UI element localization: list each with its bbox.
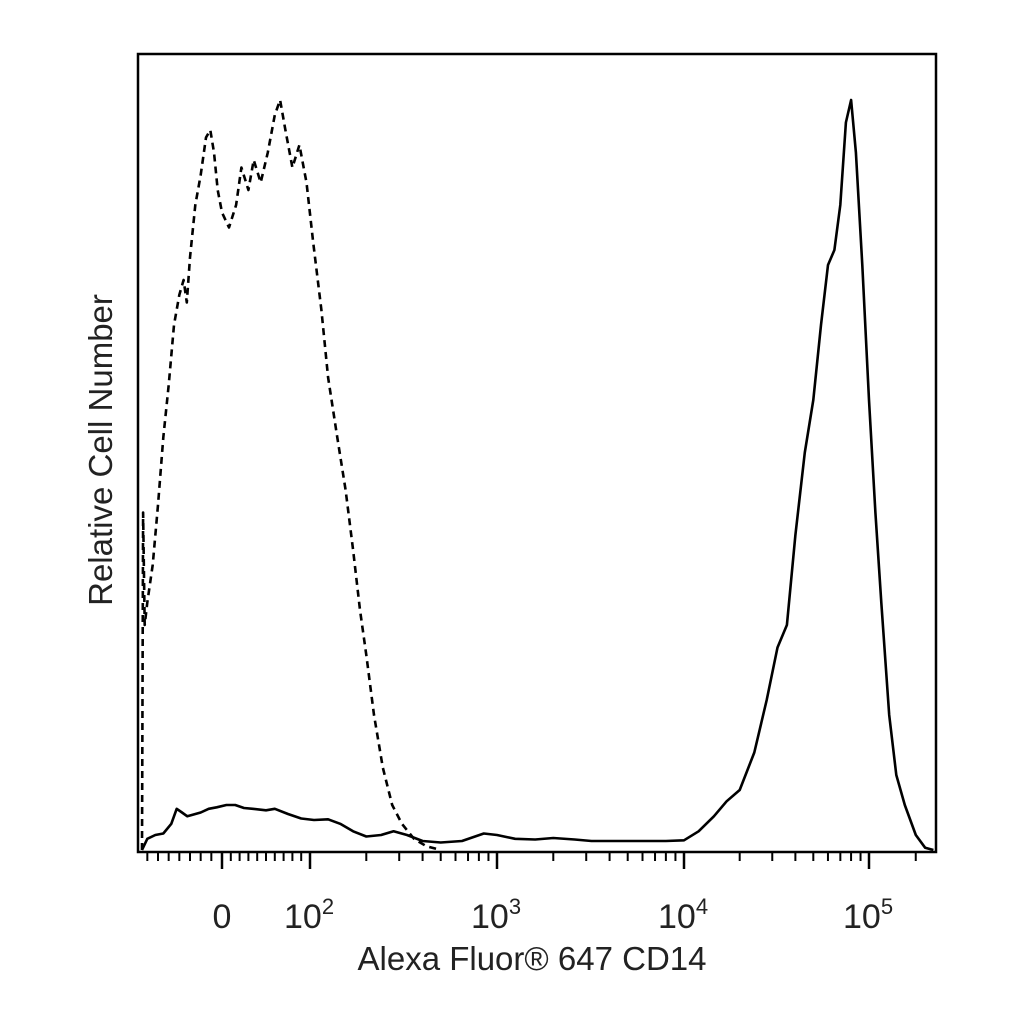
plot-frame: [136, 52, 938, 854]
x-tick-label: 105: [843, 894, 893, 936]
x-tick-label-base: 10: [843, 898, 881, 936]
cd14-stained-histogram: [140, 98, 934, 852]
x-tick-label-base: 10: [658, 898, 696, 936]
x-tick-label: 103: [471, 894, 521, 936]
x-tick-label-exponent: 2: [322, 894, 334, 919]
x-tick-labels: 0 102 103 104 105: [213, 894, 894, 936]
x-tick-label-exponent: 4: [696, 894, 708, 919]
x-tick-label: 104: [658, 894, 708, 936]
x-tick-label-base: 10: [284, 898, 322, 936]
x-minor-ticks: [146, 852, 917, 861]
x-tick-label-base: 10: [471, 898, 509, 936]
histogram-series: [140, 98, 934, 852]
x-tick-label: 0: [213, 898, 232, 936]
x-tick-label: 102: [284, 894, 334, 936]
x-tick-label-exponent: 3: [509, 894, 521, 919]
isotype-control-histogram: [140, 98, 442, 852]
y-axis-title: Relative Cell Number: [82, 294, 119, 606]
x-tick-label-exponent: 5: [881, 894, 893, 919]
x-major-ticks: [220, 852, 871, 869]
x-tick-label-base: 0: [213, 898, 232, 936]
x-axis-title: Alexa Fluor® 647 CD14: [358, 940, 707, 977]
